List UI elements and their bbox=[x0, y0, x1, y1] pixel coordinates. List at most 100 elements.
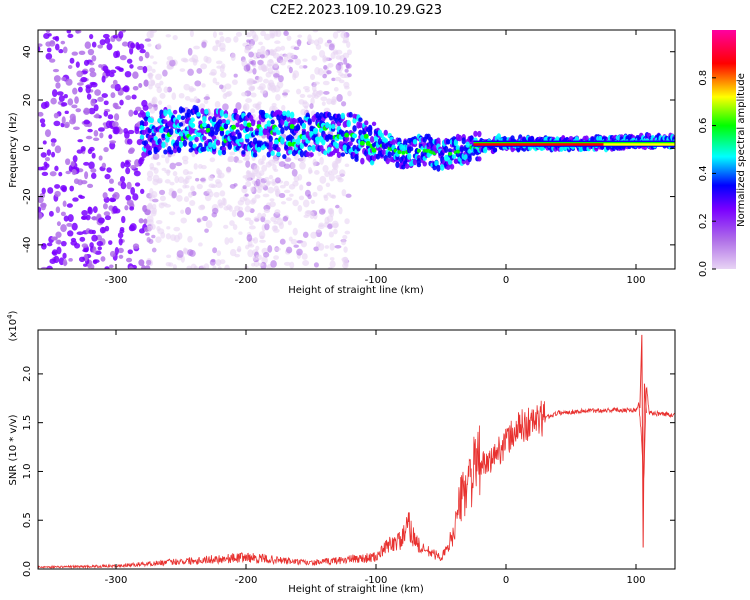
spectrogram-noise-mark bbox=[228, 237, 234, 244]
spectrogram-noise-mark bbox=[272, 52, 280, 59]
spectrogram-noise-mark bbox=[219, 84, 224, 90]
spectrogram-noise-mark bbox=[69, 118, 76, 125]
spectrogram-noise-mark bbox=[271, 178, 277, 187]
spectrogram-band-mark bbox=[436, 137, 441, 145]
spectrogram-noise-mark bbox=[90, 98, 96, 107]
spectrogram-noise-mark bbox=[194, 80, 202, 87]
spectrogram-noise-mark bbox=[278, 193, 286, 199]
spectrogram-noise-mark bbox=[265, 71, 272, 78]
spectrogram-noise-mark bbox=[89, 67, 96, 73]
spectrogram-band-mark bbox=[243, 120, 248, 127]
spectrogram-band-mark bbox=[147, 150, 152, 156]
spectrogram-band-mark bbox=[459, 146, 464, 153]
spectrogram-noise-mark bbox=[258, 41, 264, 46]
spectrogram-band-mark bbox=[445, 138, 451, 145]
spectrogram-noise-mark bbox=[257, 76, 263, 83]
spectrogram-noise-mark bbox=[141, 264, 146, 269]
spectrogram-band-mark bbox=[369, 160, 375, 166]
spectrogram-band-mark bbox=[288, 149, 293, 155]
spectrogram-noise-mark bbox=[303, 85, 310, 90]
spectrogram-noise-mark bbox=[182, 58, 189, 63]
spectrogram-band-mark bbox=[268, 140, 273, 147]
spectrogram-noise-mark bbox=[302, 65, 308, 69]
spectrogram-noise-mark bbox=[290, 162, 296, 170]
spectrogram-noise-mark bbox=[72, 155, 78, 163]
spectrogram-noise-mark bbox=[97, 127, 105, 132]
spectrogram-noise-mark bbox=[312, 84, 317, 92]
spectrogram-noise-mark bbox=[71, 222, 78, 231]
spectrogram-noise-mark bbox=[310, 97, 315, 105]
spectrogram-noise-mark bbox=[109, 141, 116, 150]
spectrogram-noise-mark bbox=[68, 258, 73, 262]
spectrogram-noise-mark bbox=[293, 244, 299, 248]
spectrogram-noise-mark bbox=[249, 30, 255, 34]
spectrogram-noise-mark bbox=[190, 185, 195, 192]
spectrogram-noise-mark bbox=[342, 40, 348, 44]
spectrogram-noise-mark bbox=[260, 160, 265, 165]
spectrogram-noise-mark bbox=[187, 47, 193, 56]
spectrogram-noise-mark bbox=[246, 234, 253, 242]
spectrogram-band-mark bbox=[141, 129, 147, 136]
spectrogram-noise-mark bbox=[283, 180, 290, 187]
spectrogram-noise-mark bbox=[74, 96, 79, 104]
spectrogram-noise-mark bbox=[42, 140, 47, 145]
spectrogram-noise-mark bbox=[169, 162, 176, 170]
spectrogram-noise-mark bbox=[62, 259, 68, 267]
spectrogram-noise-mark bbox=[92, 137, 100, 142]
spectrogram-noise-mark bbox=[151, 207, 158, 215]
spectrogram-noise-mark bbox=[61, 186, 67, 193]
spectrogram-band-mark bbox=[328, 115, 334, 121]
spectrogram-noise-mark bbox=[343, 246, 348, 253]
spectrogram-band-mark bbox=[473, 130, 478, 137]
spectrogram-noise-mark bbox=[231, 209, 237, 218]
spectrogram-noise-mark bbox=[329, 242, 335, 251]
spectrogram-noise-mark bbox=[81, 243, 88, 248]
spectrogram-noise-mark bbox=[179, 68, 186, 72]
spectrogram-noise-mark bbox=[258, 170, 265, 176]
spectrogram-noise-mark bbox=[112, 79, 118, 86]
spectrogram-band-mark bbox=[461, 137, 466, 145]
spectrogram-band-mark bbox=[284, 144, 289, 150]
spectrogram-noise-mark bbox=[132, 193, 139, 201]
spectrogram-noise-mark bbox=[122, 86, 129, 92]
spectrogram-noise-mark bbox=[169, 59, 176, 67]
spectrogram-noise-mark bbox=[292, 227, 298, 236]
spectrogram-noise-mark bbox=[329, 257, 335, 261]
spectrogram-noise-mark bbox=[332, 31, 339, 39]
spectrogram-band-mark bbox=[163, 149, 168, 155]
spectrogram-noise-mark bbox=[263, 251, 270, 258]
spectrogram-noise-mark bbox=[104, 37, 111, 44]
spectrogram-noise-mark bbox=[174, 175, 180, 184]
spectrogram-noise-mark bbox=[147, 225, 153, 231]
spectrogram-noise-mark bbox=[38, 206, 42, 213]
spectrogram-noise-mark bbox=[331, 77, 336, 82]
spectrogram-noise-mark bbox=[152, 61, 158, 65]
colorbar: 0.0 0.2 0.4 0.6 0.8 Normalized spectral ampl… bbox=[698, 30, 747, 277]
spectrogram-noise-mark bbox=[255, 178, 261, 187]
spectrogram-noise-mark bbox=[75, 30, 82, 34]
spectrogram-band-mark bbox=[358, 129, 363, 136]
spectrogram-noise-mark bbox=[299, 156, 306, 163]
spectrogram-noise-mark bbox=[126, 181, 132, 190]
spectrogram-noise-mark bbox=[125, 160, 130, 165]
spectrogram-noise-mark bbox=[344, 68, 349, 73]
spectrogram-noise-mark bbox=[166, 226, 171, 230]
spectrogram-noise-mark bbox=[182, 169, 189, 176]
spectrogram-band-mark bbox=[295, 138, 301, 146]
spectrogram-noise-mark bbox=[276, 218, 284, 226]
spectrogram-noise-mark bbox=[264, 176, 270, 182]
spectrogram-noise-mark bbox=[312, 158, 317, 167]
spectrogram-noise-mark bbox=[138, 158, 144, 165]
spectrogram-noise-mark bbox=[46, 242, 53, 247]
spectrogram-noise-mark bbox=[297, 205, 303, 212]
spectrogram-noise-mark bbox=[54, 190, 61, 198]
spectrogram-noise-mark bbox=[158, 202, 165, 209]
spectrogram-noise-mark bbox=[262, 193, 270, 198]
snr-y-axis-label: SNR (10 * v/v) bbox=[8, 414, 19, 485]
spectrogram-noise-mark bbox=[282, 215, 289, 222]
spectrogram-noise-mark bbox=[115, 50, 121, 58]
spectrogram-noise-mark bbox=[134, 182, 141, 187]
spectrogram-peak-mark bbox=[276, 129, 281, 135]
spectrogram-noise-mark bbox=[210, 258, 216, 263]
